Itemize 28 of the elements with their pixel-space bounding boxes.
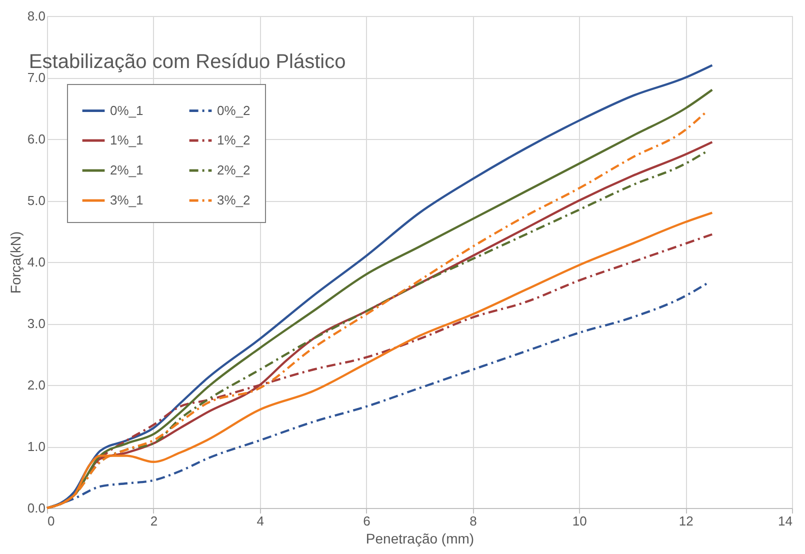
text: Estabilização com Resíduo Plástico [28, 51, 346, 73]
y-tick-label: 7.0 [27, 70, 46, 85]
legend-label: 3%_1 [110, 192, 144, 208]
y-tick-label: 6.0 [27, 132, 46, 146]
legend-label: 1%_1 [110, 132, 144, 148]
y-tick-label: 3.0 [27, 316, 46, 331]
x-tick-label: 2 [150, 514, 158, 528]
x-tick-label: 10 [572, 514, 587, 528]
legend-label: 2%_2 [217, 162, 250, 178]
legend-label: 0%_2 [217, 102, 250, 118]
legend-label: 1%_2 [217, 132, 250, 148]
legend-label: 3%_2 [217, 192, 250, 208]
legend-label: 2%_1 [110, 162, 144, 178]
x-tick-label: 0 [48, 514, 55, 528]
y-tick-label: 0.0 [27, 500, 46, 516]
y-tick-label: 2.0 [27, 378, 46, 392]
x-tick-label: 6 [363, 514, 370, 528]
legend-label: 0%_1 [110, 102, 144, 118]
x-tick-label: 4 [256, 514, 264, 528]
y-tick-label: 1.0 [27, 439, 46, 454]
x-tick-label: 8 [470, 514, 477, 528]
x-tick-label: 12 [678, 514, 694, 528]
y-tick-label: 4.0 [27, 254, 46, 270]
x-tick-label: 14 [778, 514, 792, 528]
y-tick-label: 5.0 [27, 193, 46, 208]
y-tick-label: 8.0 [27, 8, 46, 24]
y-axis-title: Força(kN) [7, 231, 24, 294]
x-axis-title: Penetração (mm) [366, 530, 474, 546]
